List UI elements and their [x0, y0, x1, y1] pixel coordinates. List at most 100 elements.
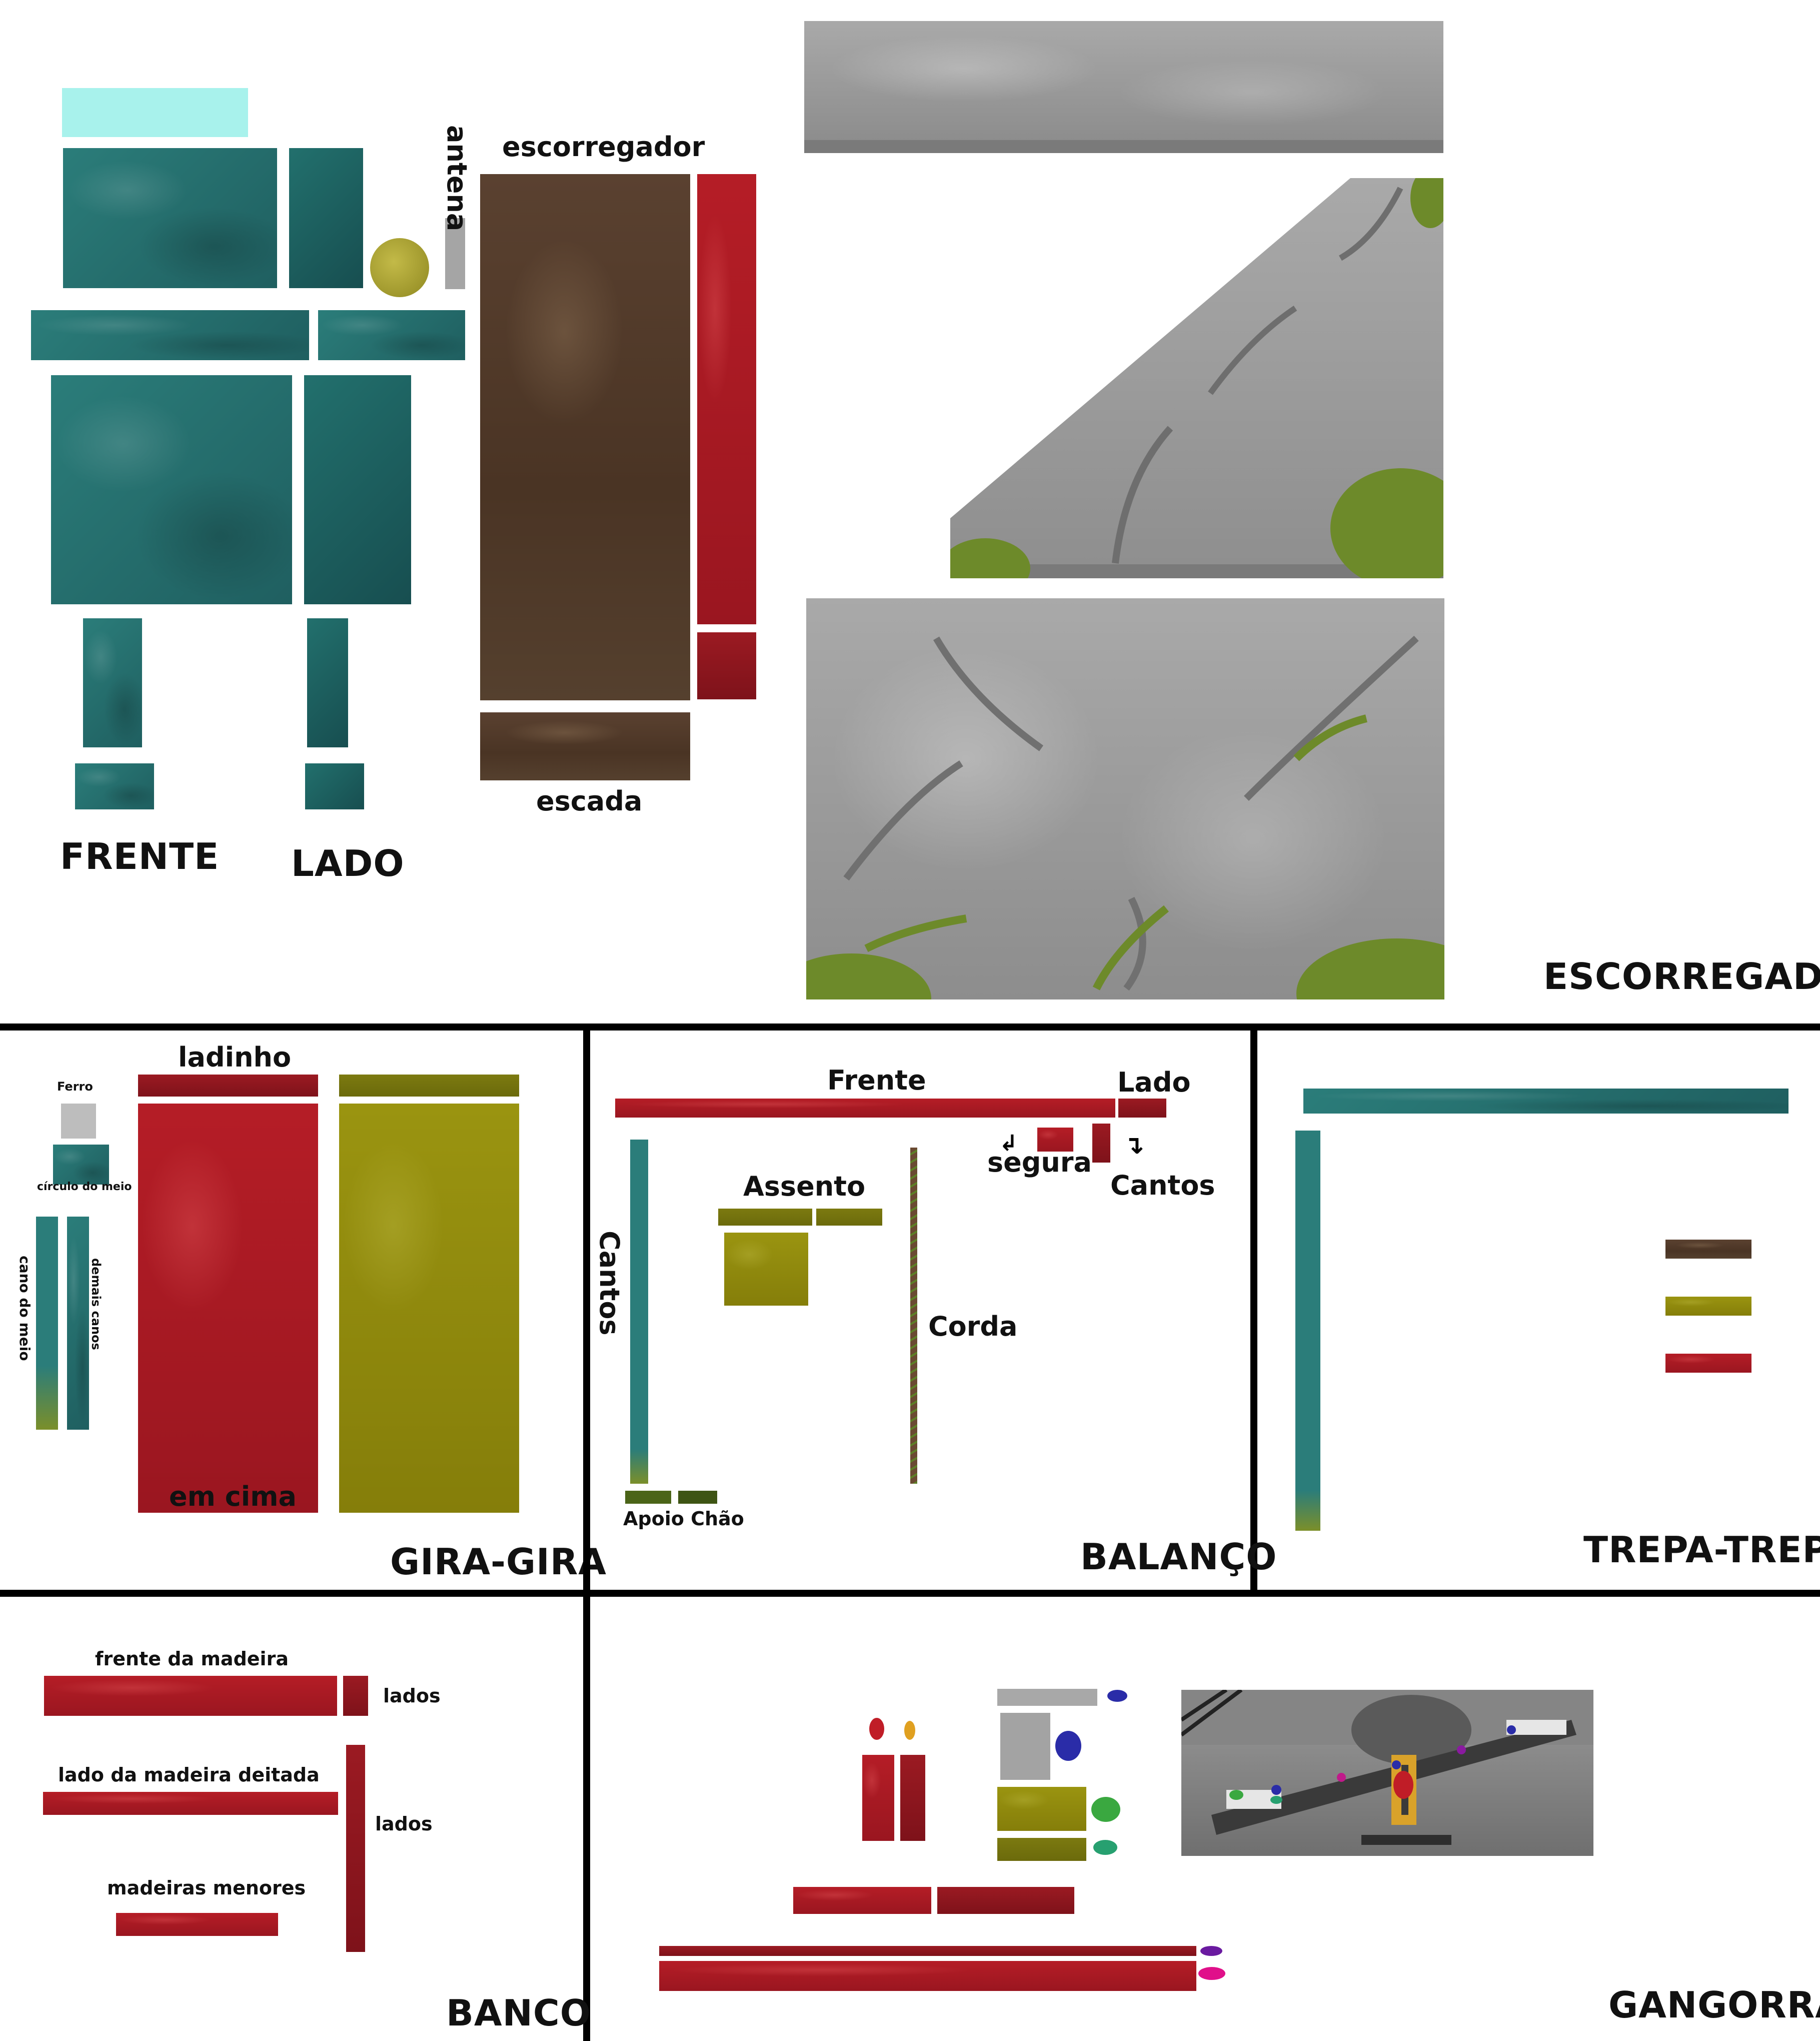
tower-side-label: LADO — [291, 842, 405, 884]
divider-top — [0, 1024, 1820, 1031]
balanco-section-title: BALANÇO — [1080, 1536, 1277, 1578]
top-bar — [1303, 1089, 1788, 1114]
reference-photo — [1181, 1690, 1593, 1856]
small-woods-label: madeiras menores — [107, 1877, 306, 1899]
tower-front-foot — [75, 763, 154, 809]
center-circle-piece — [53, 1145, 109, 1185]
sides-label-1: lados — [383, 1685, 441, 1707]
small-wood-piece — [116, 1913, 278, 1936]
tower-side-main-panel — [304, 375, 411, 604]
banco-section-title: BANCO — [446, 1992, 591, 2034]
trepatrepa-section-title: TREPA-TREPA — [1583, 1529, 1820, 1571]
tower-front-top-panel — [63, 148, 277, 288]
center-pipe-label: cano do meio — [17, 1256, 33, 1361]
tower-front-main-panel — [51, 375, 292, 604]
slide-red-rail-end — [697, 632, 756, 699]
olive-side-strip — [339, 1075, 519, 1097]
tower-front-label: FRENTE — [60, 835, 220, 877]
brown-bar-swatch — [1665, 1240, 1751, 1259]
ferro-piece — [61, 1104, 96, 1139]
other-pipes-piece — [67, 1217, 89, 1430]
tower-side-beam — [318, 310, 465, 360]
wood-front-label: frente da madeira — [95, 1648, 289, 1670]
trepatrepa-section: TREPA-TREPA — [1257, 1031, 1820, 1590]
seat-strip-1 — [718, 1209, 812, 1226]
center-pipe-piece — [36, 1217, 58, 1430]
giragira-section: Ferro círculo do meio cano do meio demai… — [0, 1031, 606, 1590]
ferro-label: Ferro — [57, 1080, 93, 1094]
red-seat-side-1 — [862, 1755, 894, 1841]
red-handle-dot — [869, 1718, 884, 1740]
wood-front-piece — [44, 1676, 337, 1716]
side-beam — [1118, 1099, 1166, 1118]
vertical-side-piece — [346, 1745, 365, 1952]
ground-support-2 — [678, 1491, 717, 1504]
antenna-label: antena — [441, 125, 473, 232]
red-beam-small-1 — [793, 1887, 931, 1914]
ground-support-label: Apoio Chão — [623, 1508, 744, 1530]
other-pipes-label: demais canos — [89, 1258, 103, 1350]
sides-label-2: lados — [375, 1813, 433, 1835]
grey-block — [1000, 1713, 1050, 1780]
side-label: Lado — [1117, 1067, 1191, 1098]
banco-section: frente da madeira lados lado da madeira … — [0, 1597, 591, 2041]
top-label: em cima — [169, 1481, 297, 1512]
lying-wood-side-piece — [43, 1792, 338, 1815]
grey-strip — [997, 1689, 1097, 1706]
escorregador-section-title: ESCORREGADOR — [1543, 955, 1820, 997]
tower-side-top-panel — [289, 148, 363, 288]
red-beam-long-2 — [659, 1961, 1196, 1991]
corner-small-piece — [1092, 1124, 1110, 1163]
slide-label: escorregador — [502, 131, 705, 163]
red-beam-small-2 — [937, 1887, 1074, 1914]
olive-bar-swatch — [1665, 1297, 1751, 1316]
gangorra-section: GANGORRA — [590, 1597, 1820, 2041]
grip-label: segura — [987, 1147, 1092, 1178]
grip-arrow-icon: ↲ — [999, 1131, 1018, 1156]
olive-top-panel — [339, 1104, 519, 1513]
balanco-section: Frente Lado ↲ segura ↴ Cantos Cantos Ass… — [590, 1031, 1277, 1590]
tower-side-leg — [307, 618, 348, 747]
gangorra-section-title: GANGORRA — [1608, 1984, 1820, 2026]
side-label: ladinho — [178, 1042, 292, 1073]
corners-label: Cantos — [1110, 1170, 1215, 1201]
rope-piece — [910, 1148, 917, 1484]
blue-dot-large — [1055, 1731, 1081, 1761]
tower-side-foot — [305, 763, 364, 809]
stone-ramp-piece — [950, 178, 1443, 578]
escorregador-section: antena FRENTE LADO escorregador escada — [31, 21, 1820, 999]
divider-v1 — [583, 1024, 590, 1592]
blue-dot-small — [1107, 1690, 1127, 1702]
red-bar-swatch — [1665, 1354, 1751, 1373]
stone-large-panel — [806, 598, 1444, 999]
center-circle-label: círculo do meio — [37, 1181, 132, 1193]
corner-post — [630, 1140, 648, 1484]
seat-top — [724, 1233, 808, 1306]
seat-label: Assento — [743, 1171, 866, 1202]
red-seat-side-2 — [900, 1755, 925, 1841]
antenna-piece — [445, 218, 465, 289]
green-dot-small — [1093, 1840, 1117, 1855]
olive-strip — [997, 1838, 1086, 1861]
ground-support-1 — [625, 1491, 671, 1504]
ladder-label: escada — [536, 785, 643, 817]
red-beam-long-1 — [659, 1946, 1196, 1956]
lying-wood-side-label: lado da madeira deitada — [58, 1764, 320, 1786]
divider-middle — [0, 1590, 1820, 1597]
slide-red-rail — [697, 174, 756, 624]
yellow-ball — [370, 238, 429, 297]
green-dot-large — [1091, 1797, 1120, 1822]
front-beam — [615, 1099, 1115, 1118]
tower-front-beam — [31, 310, 309, 360]
giragira-section-title: GIRA-GIRA — [390, 1541, 607, 1583]
wood-side-piece — [343, 1676, 368, 1716]
divider-v3 — [583, 1590, 590, 2041]
orange-handle-dot — [904, 1721, 915, 1740]
red-side-strip — [138, 1075, 318, 1097]
side-post — [1295, 1131, 1320, 1531]
seat-strip-2 — [816, 1209, 882, 1226]
stone-top-strip — [804, 21, 1443, 153]
tower-front-leg — [83, 618, 142, 747]
red-top-panel — [138, 1104, 318, 1513]
front-label: Frente — [827, 1065, 926, 1096]
